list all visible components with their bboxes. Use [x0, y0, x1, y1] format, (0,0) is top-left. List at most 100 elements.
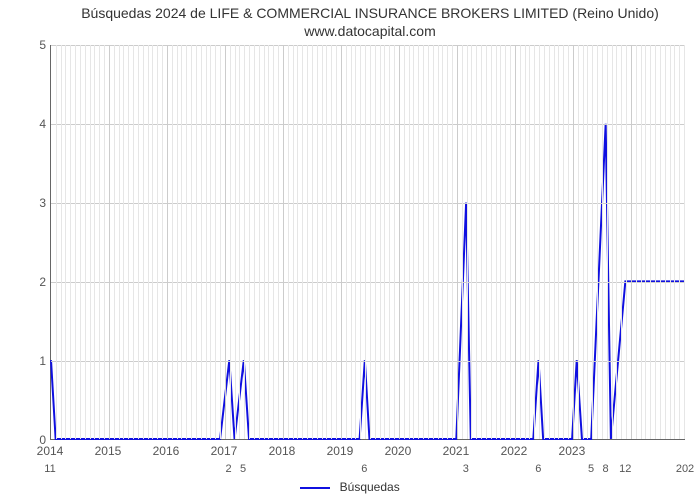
gridline-v [152, 45, 153, 439]
xtick-minor-label: 8 [602, 463, 608, 475]
gridline-v [554, 45, 555, 439]
gridline-v [268, 45, 269, 439]
gridline-v [505, 45, 506, 439]
xtick-year-label: 2015 [95, 444, 122, 458]
xtick-year-label: 2018 [269, 444, 296, 458]
ytick-label: 2 [30, 275, 46, 289]
gridline-v [133, 45, 134, 439]
gridline-v [360, 45, 361, 439]
ytick-label: 3 [30, 196, 46, 210]
xtick-year-label: 2014 [37, 444, 64, 458]
gridline-v [568, 45, 569, 439]
gridline-v [418, 45, 419, 439]
gridline-v [380, 45, 381, 439]
gridline-v [597, 45, 598, 439]
gridline-v [684, 45, 685, 439]
gridline-v [99, 45, 100, 439]
gridline-v [563, 45, 564, 439]
gridline-v [438, 45, 439, 439]
gridline-v [423, 45, 424, 439]
gridline-v [534, 45, 535, 439]
gridline-v [515, 45, 516, 439]
chart-title: Búsquedas 2024 de LIFE & COMMERCIAL INSU… [60, 4, 680, 40]
gridline-v [293, 45, 294, 439]
ytick-label: 4 [30, 117, 46, 131]
gridline-v [186, 45, 187, 439]
gridline-v [409, 45, 410, 439]
line-series [51, 45, 685, 439]
chart-container: Búsquedas 2024 de LIFE & COMMERCIAL INSU… [0, 0, 700, 500]
gridline-v [471, 45, 472, 439]
gridline-v [481, 45, 482, 439]
gridline-v [525, 45, 526, 439]
xtick-year-label: 2019 [327, 444, 354, 458]
gridline-v [679, 45, 680, 439]
gridline-v [119, 45, 120, 439]
legend-label: Búsquedas [340, 480, 400, 494]
gridline-v [148, 45, 149, 439]
plot-area [50, 45, 685, 440]
gridline-v [626, 45, 627, 439]
gridline-v [181, 45, 182, 439]
gridline-v [583, 45, 584, 439]
gridline-v [467, 45, 468, 439]
gridline-v [486, 45, 487, 439]
gridline-v [70, 45, 71, 439]
gridline-v [341, 45, 342, 439]
gridline-v [370, 45, 371, 439]
gridline-v [665, 45, 666, 439]
gridline-v [210, 45, 211, 439]
xtick-minor-label: 6 [535, 463, 541, 475]
gridline-v [365, 45, 366, 439]
gridline-v [56, 45, 57, 439]
xtick-minor-label: 202 [676, 463, 694, 475]
gridline-v [80, 45, 81, 439]
xtick-minor-label: 2 [226, 463, 232, 475]
gridline-v [94, 45, 95, 439]
gridline-v [674, 45, 675, 439]
gridline-h [51, 124, 685, 125]
xtick-year-label: 2021 [443, 444, 470, 458]
gridline-v [128, 45, 129, 439]
xtick-minor-label: 5 [240, 463, 246, 475]
gridline-v [670, 45, 671, 439]
gridline-h [51, 203, 685, 204]
gridline-v [549, 45, 550, 439]
gridline-v [457, 45, 458, 439]
gridline-v [283, 45, 284, 439]
gridline-v [442, 45, 443, 439]
gridline-v [645, 45, 646, 439]
gridline-v [612, 45, 613, 439]
gridline-v [452, 45, 453, 439]
gridline-v [326, 45, 327, 439]
gridline-v [529, 45, 530, 439]
gridline-v [239, 45, 240, 439]
gridline-v [578, 45, 579, 439]
gridline-v [215, 45, 216, 439]
gridline-v [413, 45, 414, 439]
gridline-v [172, 45, 173, 439]
gridline-v [312, 45, 313, 439]
gridline-v [90, 45, 91, 439]
gridline-v [587, 45, 588, 439]
gridline-v [235, 45, 236, 439]
gridline-v [496, 45, 497, 439]
gridline-v [447, 45, 448, 439]
xtick-year-label: 2023 [559, 444, 586, 458]
gridline-v [162, 45, 163, 439]
gridline-v [621, 45, 622, 439]
ytick-label: 1 [30, 354, 46, 368]
gridline-v [631, 45, 632, 439]
gridline-v [660, 45, 661, 439]
gridline-v [322, 45, 323, 439]
gridline-v [336, 45, 337, 439]
gridline-v [143, 45, 144, 439]
xtick-minor-label: 5 [588, 463, 594, 475]
gridline-v [544, 45, 545, 439]
gridline-v [592, 45, 593, 439]
gridline-v [520, 45, 521, 439]
xtick-year-label: 2016 [153, 444, 180, 458]
xtick-minor-label: 6 [361, 463, 367, 475]
gridline-v [297, 45, 298, 439]
xtick-minor-label: 3 [463, 463, 469, 475]
